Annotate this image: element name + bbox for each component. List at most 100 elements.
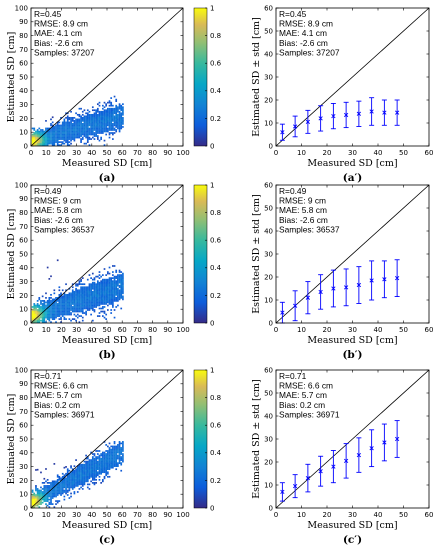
- density-cell: [110, 295, 113, 298]
- density-cell: [56, 132, 59, 134]
- density-cell: [65, 116, 67, 119]
- density-cell: [46, 492, 49, 495]
- stats-line: RMSE: 8.9 cm: [279, 19, 333, 29]
- density-cell: [96, 284, 99, 287]
- density-cell: [56, 475, 59, 478]
- density-cell: [86, 307, 89, 310]
- density-cell: [95, 110, 97, 113]
- y-tick-label: 70: [19, 408, 28, 416]
- density-cell: [103, 123, 106, 125]
- density-cell: [107, 113, 109, 116]
- stats-line: R=0.45: [34, 9, 62, 19]
- density-cell: [65, 304, 67, 307]
- density-cell: [90, 133, 92, 136]
- density-cell: [58, 138, 61, 140]
- density-cell: [110, 123, 113, 125]
- density-cell: [60, 491, 62, 493]
- density-cell: [86, 457, 89, 460]
- density-cell: [100, 457, 103, 460]
- density-cell: [115, 287, 118, 290]
- density-cell: [105, 115, 108, 118]
- density-cell: [56, 303, 59, 305]
- density-cell: [113, 298, 116, 301]
- y-tick-label: 20: [19, 477, 28, 485]
- density-cell: [71, 478, 74, 481]
- density-cell: [60, 478, 62, 481]
- density-cell: [65, 295, 67, 298]
- density-cell: [73, 492, 76, 495]
- density-cell: [85, 127, 87, 130]
- density-cell: [68, 497, 71, 499]
- density-cell: [113, 112, 116, 115]
- density-cell: [108, 295, 111, 298]
- density-cell: [78, 126, 81, 128]
- density-cell: [122, 112, 124, 115]
- density-cell: [53, 306, 56, 308]
- density-cell: [36, 132, 39, 134]
- density-cell: [81, 300, 84, 302]
- density-cell: [40, 319, 42, 322]
- density-cell: [80, 477, 82, 480]
- density-cell: [60, 483, 62, 486]
- density-cell: [110, 112, 113, 115]
- density-cell: [108, 129, 111, 131]
- density-cell: [58, 121, 61, 124]
- density-cell: [58, 488, 61, 490]
- density-cell: [103, 477, 106, 480]
- density-cell: [51, 142, 54, 145]
- density-cell: [108, 113, 111, 116]
- density-cell: [36, 310, 39, 313]
- density-cell: [60, 313, 62, 316]
- density-cell: [40, 136, 42, 139]
- density-cell: [81, 471, 84, 474]
- density-cell: [101, 123, 104, 125]
- density-cell: [120, 115, 123, 118]
- density-cell: [110, 312, 113, 314]
- density-cell: [98, 465, 101, 468]
- density-cell: [33, 306, 36, 308]
- density-cell: [66, 301, 69, 304]
- density-cell: [90, 123, 92, 125]
- density-cell: [73, 482, 76, 484]
- density-cell: [101, 118, 104, 121]
- density-cell: [66, 142, 69, 145]
- density-cell: [90, 301, 92, 304]
- density-cell: [95, 284, 97, 287]
- density-cell: [107, 298, 109, 301]
- density-cell: [117, 106, 119, 109]
- density-cell: [93, 466, 96, 469]
- density-cell: [122, 295, 124, 298]
- density-cell: [75, 136, 77, 139]
- density-cell: [56, 124, 59, 127]
- density-cell: [48, 309, 51, 311]
- density-cell: [65, 124, 67, 127]
- colorbar: 00.20.40.60.81: [193, 4, 222, 150]
- density-cell: [68, 307, 71, 310]
- density-cell: [65, 133, 67, 136]
- density-cell: [73, 130, 76, 133]
- y-axis-title: Estimated SD [cm]: [6, 209, 17, 300]
- density-cell: [93, 463, 96, 466]
- density-cell: [48, 315, 51, 317]
- density-cell: [76, 293, 79, 296]
- density-cell: [66, 303, 69, 305]
- density-cell: [55, 489, 57, 492]
- density-cell: [117, 450, 119, 452]
- density-cell: [118, 454, 121, 457]
- density-cell: [110, 109, 113, 112]
- density-cell: [38, 306, 41, 308]
- density-cell: [66, 120, 69, 122]
- density-cell: [56, 478, 59, 481]
- density-cell: [90, 132, 92, 134]
- density-cell: [81, 110, 84, 113]
- density-cell: [91, 297, 94, 299]
- density-cell: [115, 126, 118, 128]
- density-cell: [56, 306, 59, 308]
- density-cell: [78, 310, 81, 313]
- density-cell: [31, 498, 34, 501]
- density-cell: [66, 144, 69, 146]
- density-cell: [63, 486, 66, 489]
- density-cell: [36, 130, 39, 133]
- density-cell: [55, 503, 57, 505]
- density-cell: [107, 445, 109, 448]
